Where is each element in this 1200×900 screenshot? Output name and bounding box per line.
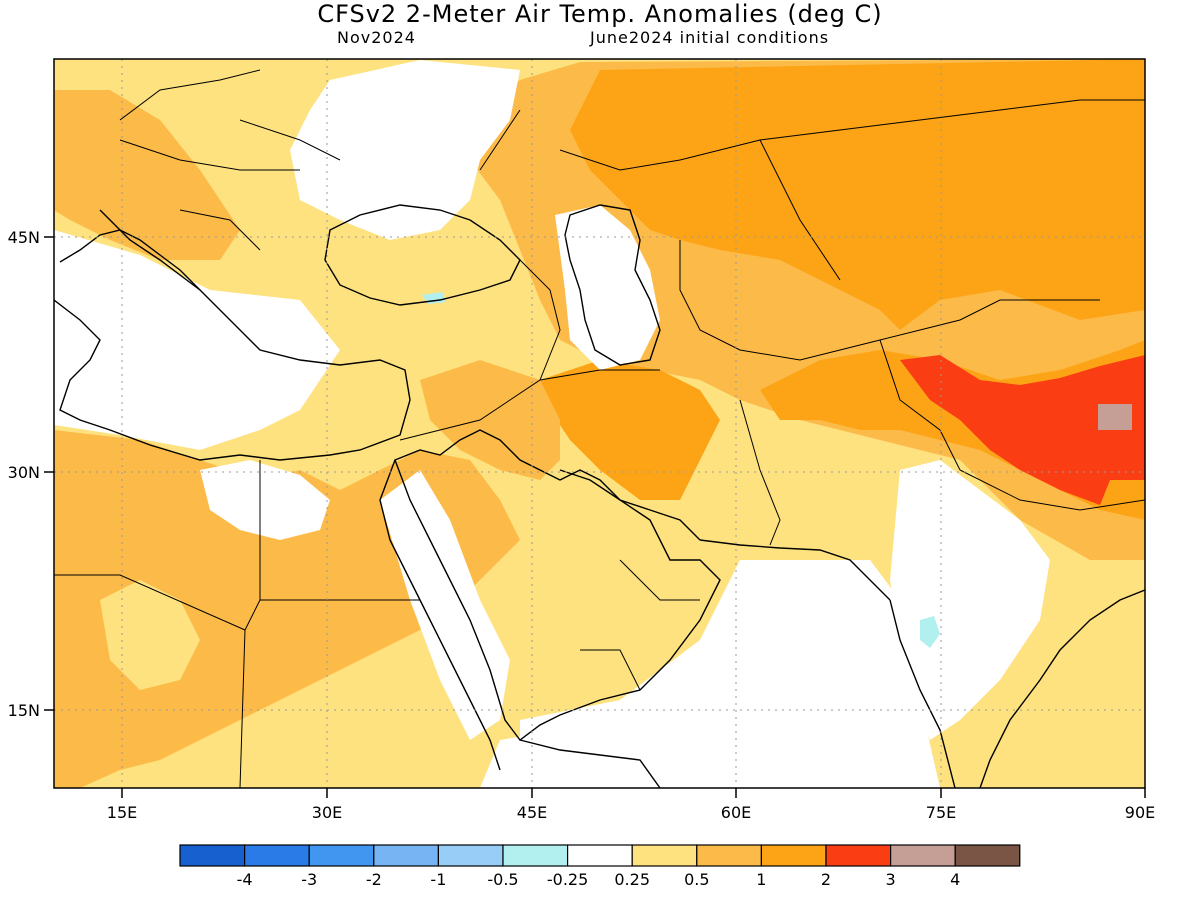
- region-india-neutral: [890, 460, 1050, 740]
- region-arabian-sea: [520, 560, 940, 788]
- y-tick-label: 15N: [8, 701, 40, 720]
- colorbar-label: 0.5: [684, 870, 709, 889]
- colorbar-swatch: [631, 844, 698, 867]
- colorbar-swatch: [825, 844, 892, 867]
- colorbar-swatch: [954, 844, 1021, 867]
- y-tick-label: 30N: [8, 463, 40, 482]
- colorbar-swatch: [696, 844, 762, 867]
- country-borders: [54, 69, 1145, 788]
- initial-conditions: June2024 initial conditions: [590, 28, 830, 47]
- colorbar-swatch: [308, 844, 375, 867]
- colorbar-label: 4: [950, 870, 960, 889]
- x-tick-label: 15E: [107, 803, 137, 822]
- region-iran-orange: [540, 360, 720, 500]
- region-extreme: [1098, 404, 1132, 430]
- colorbar-label: -0.5: [487, 870, 518, 889]
- region-caspian-neutral: [555, 205, 660, 370]
- tick-marks: [44, 236, 1146, 798]
- colorbar-label: 1: [756, 870, 766, 889]
- graticule: [54, 59, 1145, 788]
- colorbar-swatch: [373, 844, 439, 867]
- region-eastern-europe-neutral: [290, 60, 520, 240]
- colorbar-swatch: [566, 844, 633, 867]
- colorbar-label: 2: [821, 870, 831, 889]
- x-tick-label: 75E: [926, 803, 956, 822]
- colorbar-label: -2: [366, 870, 382, 889]
- colorbar: -4 -3 -2 -1 -0.5 -0.25 0.25 0.5 1 2 3 4: [179, 844, 1021, 889]
- region-asia-warmer: [570, 59, 1145, 330]
- x-tick-label: 45E: [517, 803, 547, 822]
- region-east-africa-light: [100, 580, 200, 690]
- colorbar-label: -0.25: [547, 870, 588, 889]
- y-tick-label: 45N: [8, 228, 40, 247]
- region-red-sea-neutral: [380, 470, 510, 740]
- colorbar-label: 0.25: [614, 870, 650, 889]
- x-tick-label: 30E: [312, 803, 342, 822]
- colorbar-swatch: [889, 844, 956, 867]
- region-europe-neutral: [54, 230, 340, 450]
- coastlines: [54, 204, 1145, 788]
- colorbar-swatch: [502, 844, 569, 867]
- region-europe-warm: [54, 90, 240, 260]
- colorbar-label: -3: [301, 870, 317, 889]
- map-frame: [53, 58, 1146, 789]
- colorbar-swatch: [760, 844, 827, 867]
- x-tick-label: 60E: [721, 803, 751, 822]
- anomaly-shading: [54, 59, 1145, 788]
- colorbar-swatch: [437, 844, 504, 867]
- forecast-month: Nov2024: [337, 28, 416, 47]
- colorbar-label: 3: [886, 870, 896, 889]
- region-tibet-hot: [900, 355, 1145, 505]
- colorbar-swatch: [179, 844, 246, 867]
- region-horn-neutral: [480, 730, 650, 788]
- region-north-africa-neutral: [200, 460, 330, 540]
- colorbar-label: -1: [430, 870, 446, 889]
- region-cool-india: [920, 616, 940, 648]
- colorbar-label: -4: [237, 870, 253, 889]
- colorbar-swatch: [244, 844, 310, 867]
- x-tick-label: 90E: [1125, 803, 1155, 822]
- map-title: CFSv2 2-Meter Air Temp. Anomalies (deg C…: [317, 0, 883, 28]
